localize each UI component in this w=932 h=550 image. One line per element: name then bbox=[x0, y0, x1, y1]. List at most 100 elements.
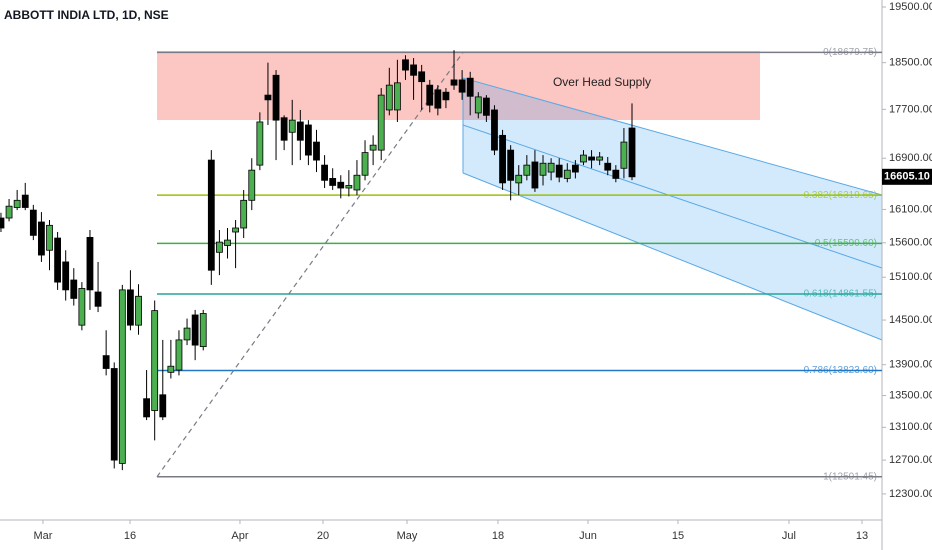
candle-body bbox=[507, 149, 515, 181]
candle-body bbox=[458, 79, 466, 93]
candle-body bbox=[321, 164, 328, 181]
y-tick-label: 18500.00 bbox=[889, 57, 932, 69]
candle-body bbox=[0, 217, 5, 229]
x-tick-label: May bbox=[397, 530, 418, 542]
candle-body bbox=[70, 279, 78, 299]
candle-body bbox=[207, 159, 215, 271]
x-tick-label: 15 bbox=[672, 530, 684, 542]
candle-body bbox=[588, 156, 595, 161]
y-tick-label: 16100.00 bbox=[889, 203, 932, 215]
y-tick-label: 14500.00 bbox=[889, 314, 932, 326]
candle-body bbox=[135, 295, 142, 326]
candle-body bbox=[482, 97, 490, 116]
candle-body bbox=[426, 84, 434, 106]
candle-body bbox=[232, 227, 239, 233]
candle-body bbox=[531, 161, 539, 189]
supply-zone bbox=[157, 51, 760, 120]
candle-body bbox=[102, 355, 110, 369]
x-tick-label: Mar bbox=[33, 530, 52, 542]
y-tick-label: 13100.00 bbox=[889, 421, 932, 433]
candle-body bbox=[191, 314, 199, 346]
candle-body bbox=[628, 127, 636, 178]
fib-label: 1(12501.45) bbox=[823, 471, 877, 482]
candle-body bbox=[54, 237, 62, 283]
candle-body bbox=[571, 164, 579, 173]
candle-body bbox=[410, 64, 417, 76]
candle-body bbox=[21, 194, 29, 208]
fib-label: 0.382(16319.65) bbox=[804, 190, 877, 201]
candle-body bbox=[329, 178, 337, 186]
y-tick-label: 12300.00 bbox=[889, 488, 932, 500]
fib-label: 0.618(14861.55) bbox=[804, 289, 877, 300]
candle-body bbox=[491, 109, 498, 151]
candle-body bbox=[499, 134, 506, 184]
candle-body bbox=[466, 77, 474, 97]
candle-body bbox=[151, 310, 159, 411]
candle-body bbox=[474, 96, 482, 114]
y-tick-label: 15100.00 bbox=[889, 271, 932, 283]
candle-body bbox=[515, 174, 523, 184]
candle-body bbox=[547, 162, 555, 173]
candle-body bbox=[264, 94, 272, 101]
candle-body bbox=[313, 141, 320, 161]
candle-body bbox=[199, 313, 207, 348]
candle-body bbox=[127, 289, 134, 326]
candle-body bbox=[110, 368, 118, 461]
candle-body bbox=[62, 261, 70, 291]
candle-body bbox=[434, 89, 442, 109]
x-tick-label: Jul bbox=[782, 530, 796, 542]
x-tick-label: 18 bbox=[492, 530, 504, 542]
zone-annotation: Over Head Supply bbox=[553, 75, 651, 89]
candle-body bbox=[345, 185, 353, 189]
candle-body bbox=[159, 394, 167, 418]
candle-body bbox=[620, 141, 628, 169]
candle-body bbox=[418, 71, 426, 83]
candle-body bbox=[393, 82, 401, 111]
price-tag-label: 16605.10 bbox=[884, 171, 930, 183]
candle-body bbox=[288, 119, 296, 133]
channel-bottom bbox=[462, 172, 883, 341]
y-tick-label: 15600.00 bbox=[889, 237, 932, 249]
candle-body bbox=[5, 205, 13, 219]
candle-body bbox=[337, 181, 345, 189]
fib-label: 0.5(15590.60) bbox=[815, 238, 877, 249]
candle-body bbox=[167, 365, 175, 373]
candle-body bbox=[183, 327, 191, 341]
candle-body bbox=[224, 239, 231, 246]
candle-body bbox=[596, 156, 604, 161]
fib-label: 0.786(13823.60) bbox=[804, 365, 877, 376]
candle-body bbox=[256, 121, 264, 166]
candle-body bbox=[86, 236, 94, 291]
x-tick-label: 13 bbox=[856, 530, 868, 542]
candle-body bbox=[296, 121, 304, 141]
candle-body bbox=[118, 289, 126, 464]
candle-body bbox=[78, 288, 86, 326]
x-tick-label: Jun bbox=[579, 530, 597, 542]
x-tick-label: Apr bbox=[231, 530, 248, 542]
candle-body bbox=[175, 339, 183, 371]
candle-body bbox=[29, 209, 37, 236]
x-tick-label: 16 bbox=[124, 530, 136, 542]
candle-body bbox=[402, 59, 409, 71]
channel-top bbox=[462, 77, 883, 196]
candle-body bbox=[361, 152, 369, 176]
price-tag bbox=[882, 168, 932, 185]
y-tick-label: 16900.00 bbox=[889, 152, 932, 164]
candle-body bbox=[143, 398, 150, 418]
candle-body bbox=[580, 154, 587, 163]
candle-body bbox=[13, 199, 21, 208]
candle-body bbox=[369, 144, 377, 151]
y-tick-label: 17700.00 bbox=[889, 103, 932, 115]
candle-body bbox=[612, 169, 620, 179]
candle-body bbox=[442, 91, 450, 101]
candle-body bbox=[385, 84, 393, 111]
x-tick-label: 20 bbox=[317, 530, 329, 542]
candle-body bbox=[94, 291, 102, 307]
candle-body bbox=[563, 169, 571, 179]
y-tick-label: 13500.00 bbox=[889, 389, 932, 401]
fib-label: 0(18679.75) bbox=[823, 47, 877, 58]
y-tick-label: 13900.00 bbox=[889, 359, 932, 371]
